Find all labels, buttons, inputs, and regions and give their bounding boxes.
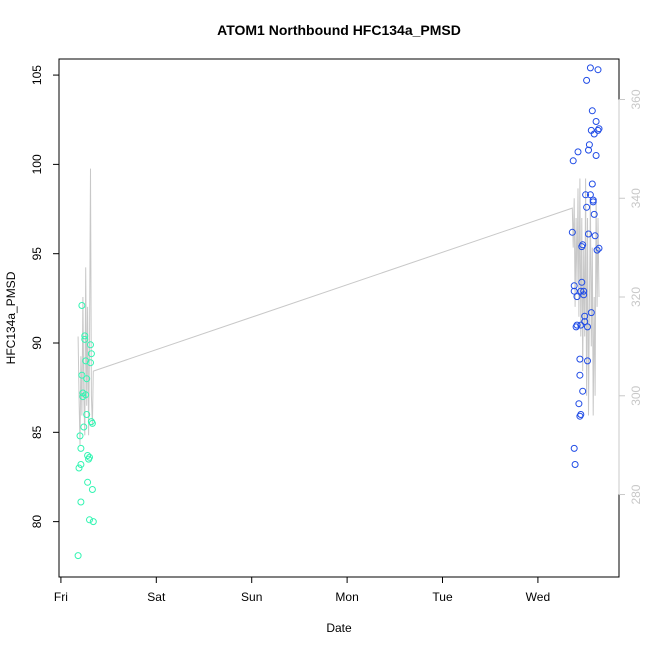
- x-axis: Fri Sat Sun Mon Tue Wed: [54, 576, 550, 604]
- data-point: [87, 359, 94, 367]
- data-point: [587, 309, 595, 317]
- data-point: [581, 318, 589, 326]
- data-point: [590, 130, 598, 138]
- data-point: [588, 107, 596, 115]
- data-point: [89, 518, 97, 526]
- data-point: [571, 461, 579, 468]
- data-point: [592, 118, 600, 125]
- data-point: [83, 411, 91, 418]
- chart-title: ATOM1 Northbound HFC134a_PMSD: [217, 22, 461, 38]
- y-tick-label: 100: [30, 154, 44, 174]
- data-point: [570, 282, 578, 290]
- data-point: [576, 355, 584, 363]
- y-axis-label: HFC134a_PMSD: [4, 271, 18, 364]
- data-point: [88, 486, 96, 493]
- data-point: [584, 323, 591, 331]
- data-point: [82, 357, 90, 365]
- series-points: [74, 64, 603, 560]
- data-point: [84, 452, 92, 459]
- data-point: [87, 350, 95, 358]
- data-point: [595, 244, 603, 252]
- y-axis: 80 85 90 95 100 105: [30, 65, 60, 529]
- y-tick-label: 85: [30, 425, 44, 439]
- data-point: [591, 232, 599, 240]
- data-point: [74, 552, 82, 560]
- data-point: [88, 419, 96, 427]
- y-tick-label: 80: [30, 515, 44, 529]
- data-point: [573, 321, 581, 329]
- y2-tick-label: 280: [629, 484, 643, 504]
- data-point: [77, 498, 85, 506]
- data-point: [594, 126, 602, 134]
- y2-tick-label: 340: [629, 188, 643, 208]
- data-point: [578, 278, 586, 286]
- data-point: [574, 148, 582, 156]
- line-y2: [77, 168, 600, 446]
- x-tick-label: Mon: [335, 590, 358, 604]
- data-point: [585, 141, 593, 149]
- data-point: [579, 241, 587, 249]
- data-point: [577, 411, 585, 418]
- data-point: [86, 516, 93, 524]
- y-tick-label: 90: [30, 336, 44, 350]
- x-axis-label: Date: [326, 621, 352, 635]
- data-point: [81, 332, 89, 340]
- data-point: [82, 391, 90, 399]
- data-point: [583, 76, 591, 84]
- data-point: [581, 312, 589, 320]
- data-point: [582, 191, 590, 199]
- data-point: [593, 246, 601, 254]
- data-point: [584, 357, 591, 365]
- data-point: [86, 453, 93, 461]
- series-line-y2: [77, 168, 600, 446]
- data-point: [573, 293, 581, 301]
- y-tick-label: 105: [30, 65, 44, 85]
- data-point: [76, 432, 84, 440]
- data-point: [75, 464, 83, 472]
- y-tick-label: 95: [30, 247, 44, 261]
- x-tick-label: Wed: [526, 590, 550, 604]
- data-point: [590, 210, 598, 218]
- x-tick-label: Sat: [147, 590, 166, 604]
- x-tick-label: Fri: [54, 590, 68, 604]
- data-point: [588, 180, 596, 188]
- data-point: [78, 371, 86, 379]
- y2-tick-label: 320: [629, 287, 643, 307]
- y2-tick-label: 360: [629, 89, 643, 109]
- data-point: [87, 341, 94, 349]
- data-point: [586, 191, 594, 199]
- data-point: [594, 66, 602, 74]
- data-point: [570, 444, 578, 452]
- data-point: [575, 400, 583, 408]
- y2-axis: 280 300 320 340 360: [618, 89, 643, 505]
- data-point: [595, 125, 603, 133]
- data-point: [580, 291, 588, 299]
- data-point: [589, 198, 597, 206]
- data-point: [78, 302, 86, 309]
- x-tick-label: Tue: [432, 590, 453, 604]
- data-point: [77, 444, 85, 452]
- data-point: [576, 371, 584, 379]
- data-point: [580, 287, 588, 295]
- data-point: [83, 375, 91, 383]
- data-point: [586, 64, 594, 72]
- data-point: [592, 152, 600, 159]
- data-point: [583, 203, 591, 211]
- data-point: [570, 287, 578, 295]
- data-point: [585, 230, 592, 238]
- data-point: [84, 478, 92, 486]
- data-point: [80, 423, 88, 431]
- y2-tick-label: 300: [629, 385, 643, 405]
- data-point: [81, 335, 89, 343]
- data-point: [577, 321, 585, 329]
- data-point: [579, 387, 587, 395]
- x-tick-label: Sun: [241, 590, 262, 604]
- data-point: [568, 228, 576, 236]
- data-point: [77, 461, 85, 468]
- data-point: [569, 157, 577, 165]
